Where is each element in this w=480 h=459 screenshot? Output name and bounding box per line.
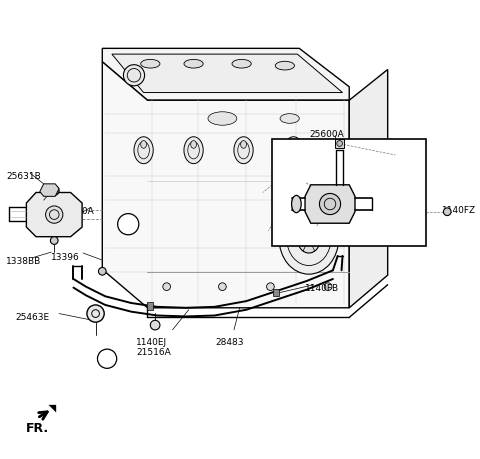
Circle shape [150,320,160,330]
Circle shape [304,234,314,244]
Circle shape [50,237,58,245]
Text: 25620A: 25620A [299,229,334,237]
Ellipse shape [232,60,251,69]
Text: FR.: FR. [25,421,48,434]
Ellipse shape [184,137,203,164]
Polygon shape [102,49,349,101]
Polygon shape [40,185,59,197]
Text: 1140EJ: 1140EJ [136,337,167,346]
Ellipse shape [297,225,321,253]
Polygon shape [273,289,279,297]
Circle shape [163,283,170,291]
Polygon shape [335,140,345,149]
Circle shape [118,214,139,235]
Ellipse shape [46,207,63,224]
Text: 1338BB: 1338BB [6,256,41,265]
Ellipse shape [141,60,160,69]
Polygon shape [147,302,153,310]
Polygon shape [349,70,388,308]
Ellipse shape [290,141,296,149]
Text: 25463E: 25463E [16,312,50,321]
Circle shape [218,283,226,291]
Ellipse shape [184,60,203,69]
Ellipse shape [280,114,299,124]
Circle shape [337,141,343,147]
Circle shape [123,66,144,87]
Text: A: A [125,224,132,233]
Circle shape [98,268,106,275]
Polygon shape [37,405,56,419]
Text: 21516A: 21516A [136,347,171,357]
Circle shape [49,186,59,196]
Ellipse shape [279,204,339,274]
Text: 25631B: 25631B [6,172,41,181]
Ellipse shape [275,62,294,71]
Circle shape [97,349,117,369]
Text: 39220G: 39220G [369,157,404,166]
Ellipse shape [240,141,246,149]
Polygon shape [26,193,82,237]
Circle shape [87,305,104,323]
Bar [272,140,426,247]
Text: 25623R: 25623R [276,182,311,190]
Text: 25600A: 25600A [309,130,344,139]
Polygon shape [305,185,355,224]
Circle shape [324,283,332,291]
Ellipse shape [191,141,196,149]
Polygon shape [112,55,343,93]
Text: A: A [104,358,110,367]
Ellipse shape [284,137,303,164]
Ellipse shape [134,137,153,164]
Ellipse shape [234,137,253,164]
Ellipse shape [291,196,301,213]
Polygon shape [102,63,349,308]
Circle shape [266,283,274,291]
Circle shape [444,208,451,216]
Text: 1140FB: 1140FB [305,283,339,292]
Ellipse shape [141,141,146,149]
Ellipse shape [208,112,237,126]
Circle shape [320,194,341,215]
Text: 1140FZ: 1140FZ [442,206,476,214]
Text: 28483: 28483 [216,337,244,346]
Text: 13396: 13396 [51,252,80,262]
Text: 25500A: 25500A [59,207,94,215]
